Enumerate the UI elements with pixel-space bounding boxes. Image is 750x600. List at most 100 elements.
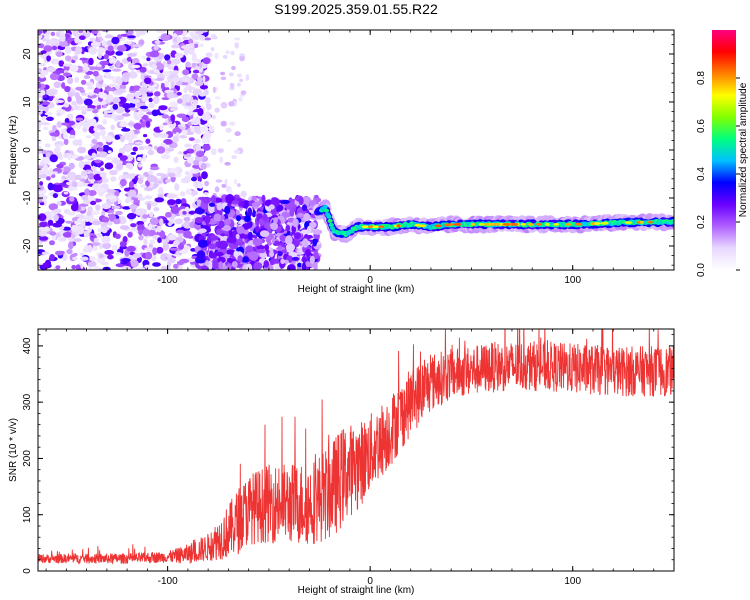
noise-blob <box>146 174 157 183</box>
noise-blob <box>125 30 134 36</box>
noise-blob <box>146 57 151 61</box>
noise-blob <box>171 44 180 49</box>
noise-blob <box>130 227 138 232</box>
noise-blob <box>64 85 71 93</box>
noise-blob <box>160 82 165 90</box>
y-tick-label: 100 <box>22 506 33 523</box>
colorbar-tick-label: 0.0 <box>696 263 707 277</box>
transition-blob <box>194 207 205 215</box>
noise-blob <box>83 30 91 38</box>
noise-blob <box>161 265 167 270</box>
signal-peak <box>484 223 490 226</box>
noise-blob <box>111 36 120 45</box>
noise-blob <box>49 154 58 163</box>
y-tick-label: 200 <box>22 450 33 467</box>
noise-blob <box>110 176 117 182</box>
noise-blob <box>183 47 190 56</box>
transition-blob <box>196 199 202 207</box>
noise-blob <box>48 168 53 175</box>
noise-blob <box>63 131 68 140</box>
noise-blob <box>175 250 181 255</box>
noise-blob <box>111 244 119 252</box>
noise-blob <box>171 58 181 65</box>
noise-blob <box>124 187 130 192</box>
noise-blob <box>66 248 73 255</box>
noise-blob <box>149 166 160 171</box>
noise-blob <box>175 198 182 205</box>
noise-blob <box>159 218 164 227</box>
noise-blob <box>245 74 250 81</box>
transition-blob <box>291 225 297 234</box>
noise-blob <box>63 138 69 145</box>
noise-blob <box>65 220 74 224</box>
colorbar-label: Normalized spectral amplitude <box>738 82 749 217</box>
noise-blob <box>91 138 98 145</box>
signal-peak <box>502 223 510 226</box>
noise-blob <box>129 85 135 91</box>
noise-blob <box>91 30 98 35</box>
noise-blob <box>136 267 145 270</box>
colorbar-gradient <box>712 30 736 270</box>
noise-blob <box>43 126 49 130</box>
noise-blob <box>44 143 51 148</box>
noise-blob <box>181 129 188 135</box>
noise-blob <box>90 200 97 206</box>
transition-blob <box>241 256 250 263</box>
noise-blob <box>200 84 208 90</box>
noise-blob <box>133 111 139 118</box>
signal-peak <box>470 223 476 226</box>
noise-blob <box>107 45 114 52</box>
noise-blob <box>176 36 182 43</box>
y-tick-label: 300 <box>22 393 33 410</box>
noise-blob <box>201 171 208 180</box>
noise-blob <box>240 90 246 96</box>
noise-blob <box>236 73 242 78</box>
noise-blob <box>40 50 47 54</box>
signal-peak <box>565 223 571 226</box>
noise-blob <box>188 38 194 45</box>
noise-blob <box>109 169 118 176</box>
noise-blob <box>152 262 161 267</box>
noise-blob <box>137 208 148 215</box>
transition-blob <box>215 251 224 257</box>
noise-blob <box>80 105 88 113</box>
transition-blob <box>268 204 275 210</box>
noise-blob <box>215 179 223 183</box>
noise-blob <box>88 46 97 55</box>
noise-blob <box>77 181 84 188</box>
noise-blob <box>82 66 90 71</box>
noise-blob <box>225 50 230 55</box>
noise-blob <box>168 101 179 108</box>
transition-blob <box>247 231 253 241</box>
noise-blob <box>151 64 157 70</box>
transition-blob <box>298 196 304 206</box>
noise-blob <box>52 171 58 175</box>
noise-blob <box>38 76 47 82</box>
noise-blob <box>155 78 165 81</box>
transition-blob <box>252 238 263 246</box>
noise-blob <box>192 99 198 105</box>
noise-blob <box>94 88 101 94</box>
noise-blob <box>158 105 168 111</box>
noise-blob <box>58 60 65 67</box>
signal-peak <box>511 223 519 226</box>
transition-blob <box>231 261 238 268</box>
transition-blob <box>222 224 231 232</box>
noise-blob <box>132 44 141 48</box>
signal-band-core <box>322 204 328 209</box>
noise-blob <box>156 225 162 233</box>
noise-blob <box>91 220 102 226</box>
signal-peak <box>396 224 401 228</box>
noise-blob <box>128 71 138 79</box>
noise-blob <box>39 73 45 79</box>
noise-blob <box>162 242 170 251</box>
noise-blob <box>238 96 243 102</box>
noise-blob <box>49 73 59 81</box>
noise-blob <box>129 204 138 210</box>
noise-blob <box>106 95 114 102</box>
transition-blob <box>285 243 295 252</box>
noise-blob <box>156 30 166 33</box>
snr-x-label: Height of straight line (km) <box>298 585 415 596</box>
y-tick-label: 400 <box>22 337 33 354</box>
signal-peak <box>520 223 527 226</box>
